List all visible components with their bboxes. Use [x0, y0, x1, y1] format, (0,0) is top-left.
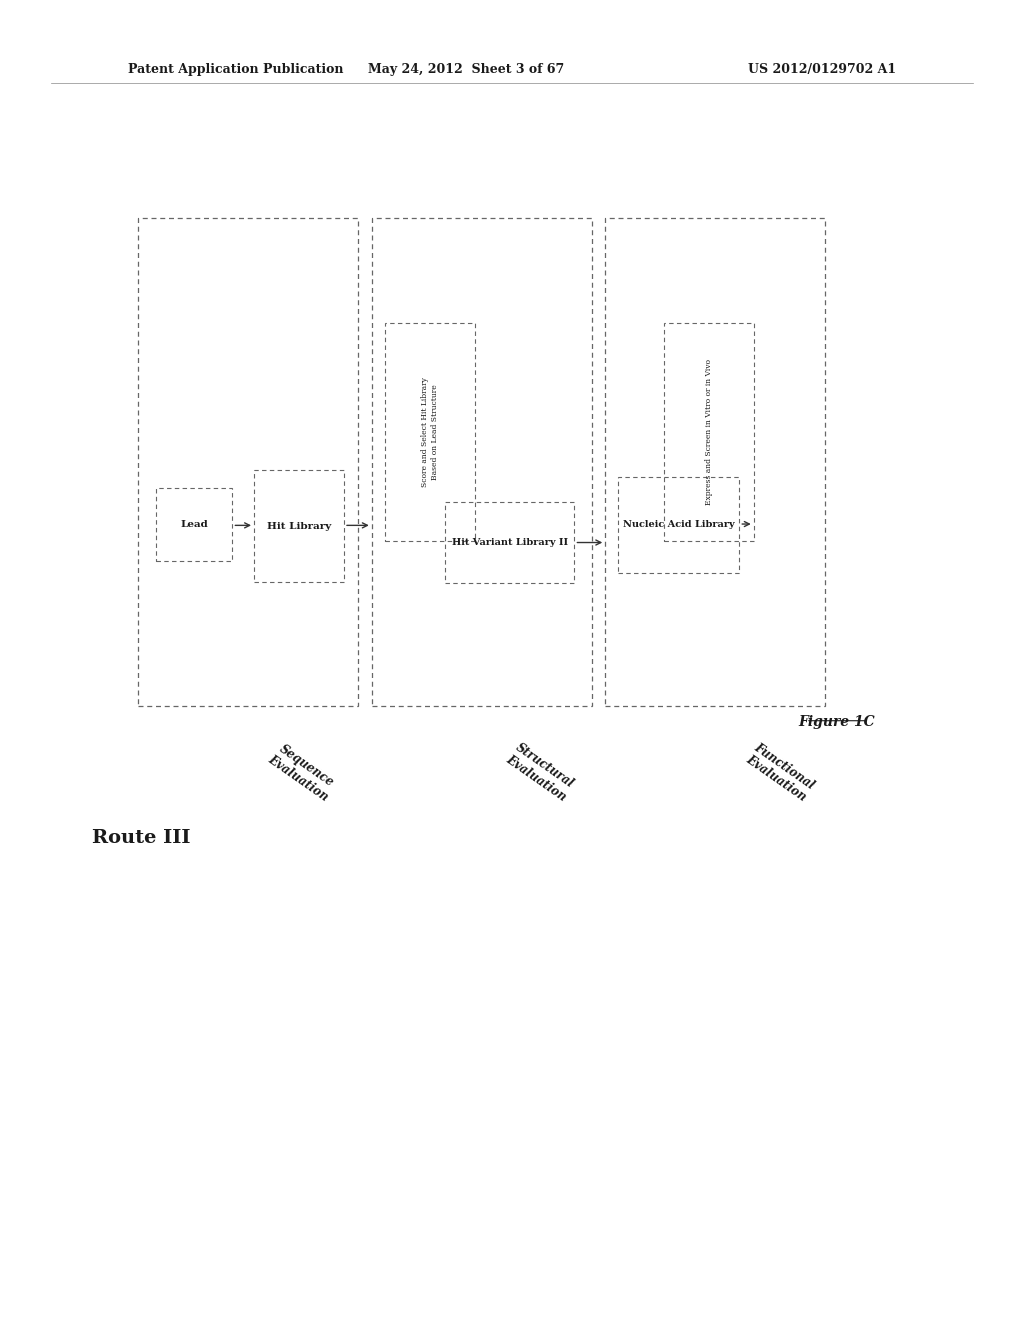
Text: Figure 1C: Figure 1C: [799, 715, 874, 730]
Text: Patent Application Publication: Patent Application Publication: [128, 63, 343, 77]
Bar: [445, 502, 574, 583]
Text: Functional
Evaluation: Functional Evaluation: [743, 741, 817, 804]
Bar: [138, 218, 358, 706]
Text: US 2012/0129702 A1: US 2012/0129702 A1: [748, 63, 896, 77]
Text: Express and Screen in Vitro or in Vivo: Express and Screen in Vitro or in Vivo: [705, 359, 713, 506]
Text: Lead: Lead: [180, 520, 208, 529]
Text: Sequence
Evaluation: Sequence Evaluation: [265, 741, 339, 804]
Bar: [618, 477, 739, 573]
Bar: [254, 470, 344, 582]
Text: Score and Select Hit Library
Based on Lead Structure: Score and Select Hit Library Based on Le…: [421, 378, 439, 487]
Bar: [385, 323, 475, 541]
Bar: [372, 218, 592, 706]
Text: Hit Library: Hit Library: [267, 521, 331, 531]
Text: Hit Variant Library II: Hit Variant Library II: [452, 539, 568, 546]
Bar: [664, 323, 754, 541]
Text: Route III: Route III: [92, 829, 190, 847]
Text: Nucleic Acid Library: Nucleic Acid Library: [623, 520, 735, 529]
Text: Structural
Evaluation: Structural Evaluation: [504, 741, 578, 804]
Bar: [156, 488, 232, 561]
Bar: [605, 218, 825, 706]
Text: May 24, 2012  Sheet 3 of 67: May 24, 2012 Sheet 3 of 67: [368, 63, 564, 77]
